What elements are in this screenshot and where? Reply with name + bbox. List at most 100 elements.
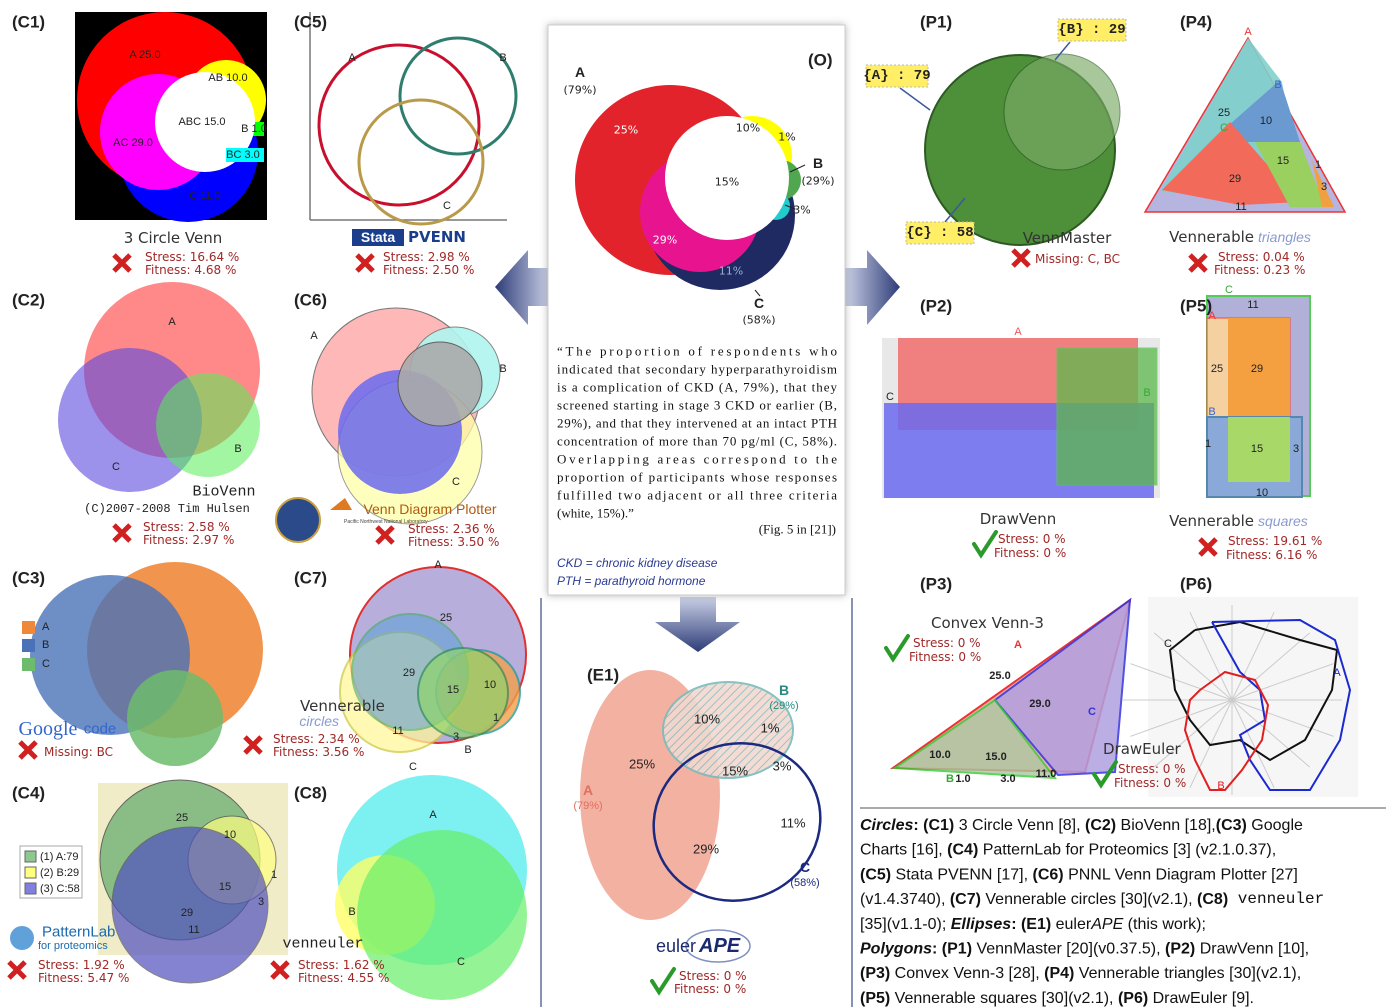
c5-circle-a	[317, 43, 481, 207]
check-icon	[1092, 760, 1118, 789]
region-label: A	[1014, 639, 1022, 651]
region-label: 15%	[722, 764, 748, 779]
region-label: A	[583, 782, 593, 798]
region-label: 10%	[736, 122, 760, 135]
legend-text: (2) B:29	[40, 867, 79, 879]
c8-circle-c	[357, 830, 527, 1000]
legend-swatch	[24, 866, 37, 879]
region-label: 15	[219, 881, 231, 893]
label-text: (C2)	[12, 291, 45, 310]
p6-grid	[1153, 632, 1233, 701]
c4-circle-c	[111, 826, 269, 984]
region-label: 29.0	[1029, 698, 1050, 710]
quote-text: proportion of participants whose respons…	[557, 470, 837, 485]
quote-text: “The proportion of respondents who	[557, 344, 837, 359]
name-text: DrawEuler	[1103, 740, 1182, 758]
region-label: B	[1208, 406, 1215, 418]
region-label: 29	[181, 907, 193, 919]
region-label: 3	[453, 731, 459, 743]
caption-segment: : (C1)	[913, 817, 954, 834]
legend-swatch	[22, 621, 35, 634]
caption-line: (C5) Stata PVENN [17], (C6) PNNL Venn Di…	[860, 866, 1298, 883]
region-label: C	[1088, 706, 1096, 718]
legend-text: B	[42, 639, 49, 651]
cross-icon	[243, 735, 263, 755]
note-text: CKD = chronic kidney disease	[557, 556, 718, 570]
variant-text: circles	[299, 713, 339, 729]
arrow-down	[655, 597, 740, 652]
name-text: 3 Circle Venn	[124, 229, 223, 247]
caption-segment: APE	[1090, 915, 1123, 932]
p6-grid	[1231, 699, 1275, 788]
region-label: A	[1208, 310, 1216, 322]
region-label: C	[443, 200, 451, 212]
variant-text: for proteomics	[38, 940, 108, 952]
o-leader	[754, 289, 761, 297]
region-label: (79%)	[573, 800, 602, 812]
p4-region	[1312, 160, 1334, 207]
org-text: Pacific Northwest National Laboratory	[344, 519, 428, 525]
label-text: (C7)	[294, 569, 327, 588]
cross-icon	[1198, 537, 1218, 557]
label-text: (C5)	[294, 13, 327, 32]
cross-icon	[375, 525, 395, 545]
c2-circle-c	[58, 348, 202, 492]
missing-text: Missing: C, BC	[1035, 252, 1120, 266]
region-label: A	[575, 64, 585, 80]
region-label: 25	[440, 612, 452, 624]
region-label: B	[779, 682, 789, 698]
c1-label-bg	[226, 148, 264, 162]
region-label: C	[800, 859, 810, 875]
caption-segment: Vennerable squares [30](v2.1),	[890, 989, 1118, 1006]
region-label: ABC 15.0	[178, 116, 225, 128]
region-label: A	[1333, 667, 1341, 679]
label-text: (E1)	[587, 666, 619, 685]
caption-segment: : (P1)	[932, 940, 972, 957]
region-label: 29%	[653, 234, 677, 247]
caption-segment: Ellipses	[951, 915, 1012, 932]
region-label: 25	[176, 812, 188, 824]
note-text: PTH = parathyroid hormone	[557, 574, 706, 588]
quote-text: indicated that secondary hyperparathyroi…	[557, 362, 837, 377]
region-label: B	[813, 155, 823, 171]
region-label: C	[1220, 122, 1228, 134]
name-text: Convex Venn-3	[931, 614, 1044, 632]
e1-ellipse-c	[652, 742, 822, 902]
region-label: B	[946, 773, 954, 785]
source-text: (Fig. 5 in [21])	[759, 522, 836, 537]
variant-text: triangles	[1258, 229, 1311, 245]
region-label: 3	[1293, 443, 1299, 455]
arrow-right	[845, 250, 900, 325]
region-label: 25.0	[989, 670, 1010, 682]
region-label: 1	[1315, 159, 1321, 171]
region-label: {B} : 29	[1058, 22, 1125, 38]
stres-text: Stress: 0.04 %	[1218, 250, 1305, 264]
cross-icon	[355, 253, 375, 273]
cross-icon	[18, 740, 38, 760]
caption-segment: (C2)	[1085, 817, 1116, 834]
callout	[865, 64, 929, 88]
caption-line: (P3) Convex Venn-3 [28], (P4) Vennerable…	[860, 965, 1301, 982]
label-text: (P2)	[920, 297, 952, 316]
region-label: 10	[1260, 115, 1272, 127]
stres-text: Stress: 0 %	[998, 532, 1066, 546]
fitnes-text: Fitness: 0 %	[909, 650, 981, 664]
stres-text: Stress: 2.98 %	[383, 250, 470, 264]
region-label: A	[310, 330, 318, 342]
o-leader	[789, 164, 806, 173]
p3-polygon-b	[892, 698, 1058, 780]
p6-grid	[1189, 612, 1233, 701]
stres-text: Stress: 0 %	[913, 636, 981, 650]
stres-text: Stress: 2.34 %	[273, 732, 360, 746]
caption-segment: venneuler	[1228, 890, 1324, 908]
label-text: (C1)	[12, 13, 45, 32]
stres-text: Stress: 0 %	[1118, 762, 1186, 776]
region-label: B	[499, 52, 506, 64]
logo-text: Stata	[361, 229, 395, 245]
region-label: A 25.0	[129, 49, 160, 61]
caption-segment: (v1.4.3740),	[860, 891, 950, 908]
quote-text: concentration of more than 70 pg/ml (C, …	[557, 434, 837, 449]
p1-leader	[944, 197, 966, 223]
o-region-abc	[665, 116, 789, 240]
c6-region-ab	[397, 341, 483, 427]
